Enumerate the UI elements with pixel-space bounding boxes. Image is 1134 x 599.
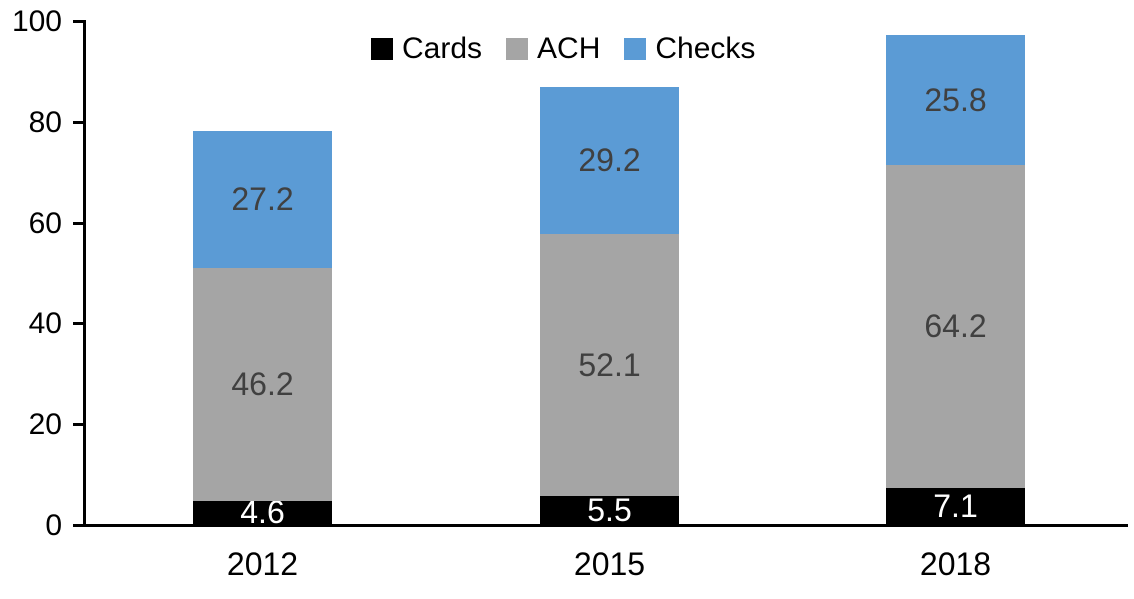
bar-segment-label: 52.1: [578, 346, 641, 383]
legend-item-checks: Checks: [624, 34, 755, 64]
bar-segment-label: 7.1: [933, 488, 978, 525]
y-tick-label: 0: [45, 509, 62, 542]
legend-swatch-ach: [506, 38, 529, 60]
x-category-label: 2018: [919, 546, 992, 582]
bar-segment-label: 46.2: [231, 366, 294, 403]
bar-segment-label: 25.8: [924, 81, 987, 118]
y-tick-label: 40: [28, 307, 62, 341]
bar-segment-ach-2012: 46.2: [193, 267, 332, 501]
x-category-label: 2012: [226, 546, 299, 582]
legend-item-cards: Cards: [371, 34, 482, 64]
legend-item-ach: ACH: [506, 34, 600, 64]
y-tick-label: 20: [28, 408, 62, 442]
bar-segment-checks-2012: 27.2: [193, 130, 332, 268]
y-tick-mark: [73, 322, 83, 326]
bar-segment-cards-2015: 5.5: [540, 492, 679, 529]
y-axis-line: [83, 20, 86, 527]
y-tick-mark: [73, 524, 83, 527]
x-category-label: 2015: [573, 546, 646, 582]
legend-label: ACH: [537, 32, 601, 65]
chart-legend: Cards ACH Checks: [371, 33, 755, 65]
legend-label: Checks: [655, 32, 756, 65]
bar-segment-ach-2018: 64.2: [886, 164, 1025, 489]
x-axis-line: [83, 524, 1128, 527]
bar-segment-label: 27.2: [231, 181, 294, 218]
y-tick-mark: [73, 20, 83, 23]
bar-segment-checks-2018: 25.8: [886, 34, 1025, 165]
bar-segment-label: 64.2: [924, 308, 987, 345]
y-tick-mark: [73, 120, 83, 124]
legend-swatch-checks: [624, 38, 647, 60]
bar-segment-label: 5.5: [587, 492, 632, 529]
legend-label: Cards: [402, 32, 483, 65]
bar-segment-label: 29.2: [578, 142, 641, 179]
y-tick-mark: [73, 423, 83, 427]
bar-segment-cards-2012: 4.6: [193, 496, 332, 528]
y-tick-label: 100: [11, 5, 62, 38]
y-tick-label: 60: [28, 206, 62, 240]
legend-swatch-cards: [371, 38, 393, 60]
bar-segment-ach-2015: 52.1: [540, 233, 679, 497]
bar-segment-label: 4.6: [240, 494, 285, 531]
bar-segment-cards-2018: 7.1: [886, 488, 1025, 524]
y-tick-label: 80: [28, 105, 62, 139]
bar-segment-checks-2015: 29.2: [540, 86, 679, 234]
y-tick-mark: [73, 221, 83, 225]
